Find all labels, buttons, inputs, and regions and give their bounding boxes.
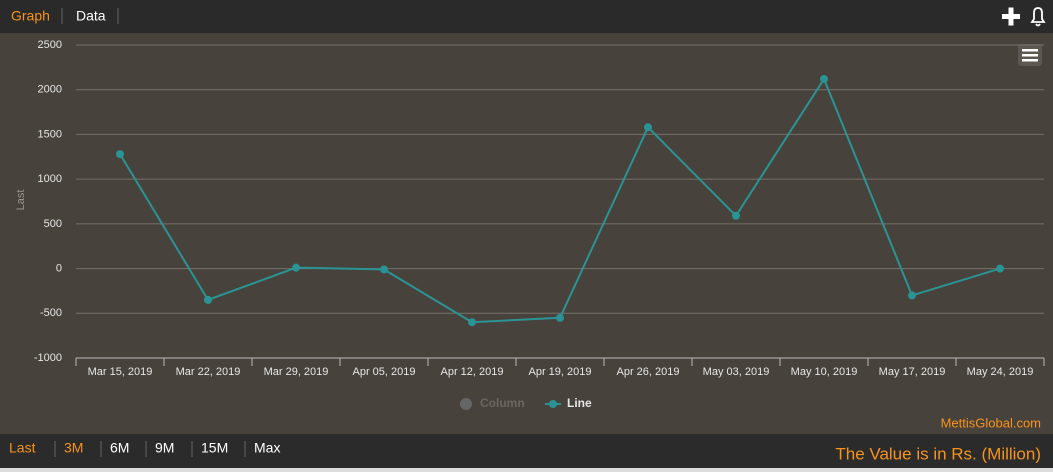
x-tick-label: Apr 19, 2019: [529, 366, 592, 378]
unit-note: The Value is in Rs. (Million): [835, 444, 1041, 463]
y-tick-label: 1500: [38, 128, 62, 140]
x-tick-label: Apr 12, 2019: [441, 366, 504, 378]
x-tick-label: May 03, 2019: [703, 366, 770, 378]
point: [556, 313, 564, 322]
x-tick-label: Apr 05, 2019: [353, 366, 416, 378]
y-tick-label: -1000: [34, 352, 62, 364]
bottom-bar: [0, 434, 1053, 468]
menu-line: [1022, 54, 1038, 57]
point: [468, 318, 476, 327]
legend-symbol[interactable]: [549, 400, 557, 408]
y-tick-label: -500: [40, 307, 62, 319]
point: [996, 264, 1004, 273]
bell-clapper: [1035, 23, 1041, 27]
menu-button[interactable]: [1018, 44, 1042, 66]
range-button[interactable]: 3M: [64, 440, 83, 456]
legend-label[interactable]: Column: [480, 396, 525, 410]
point: [908, 291, 916, 300]
y-tick-label: 500: [44, 218, 62, 230]
bottom-edge: [0, 468, 1053, 472]
bell-body: [1030, 7, 1046, 23]
y-tick-label: 2500: [38, 39, 62, 51]
x-tick-label: May 10, 2019: [791, 366, 858, 378]
range-label: Last: [9, 440, 36, 456]
legend-symbol[interactable]: [460, 398, 472, 410]
range-button[interactable]: Max: [254, 440, 280, 456]
tab[interactable]: Data: [76, 8, 106, 24]
point: [732, 211, 740, 220]
x-tick-label: Mar 22, 2019: [176, 366, 241, 378]
add-icon[interactable]: [1002, 7, 1020, 26]
chart-panel: [0, 33, 1053, 434]
point: [292, 263, 300, 272]
x-tick-label: Mar 15, 2019: [88, 366, 153, 378]
point: [116, 150, 124, 159]
point: [644, 123, 652, 132]
plus-v: [1008, 7, 1014, 26]
y-tick-label: 1000: [38, 173, 62, 185]
range-button[interactable]: 6M: [110, 440, 129, 456]
y-axis-title: Last: [15, 190, 27, 211]
y-tick-label: 0: [56, 262, 62, 274]
point: [820, 74, 828, 83]
y-tick-label: 2000: [38, 84, 62, 96]
range-button[interactable]: 9M: [155, 440, 174, 456]
x-tick-label: May 17, 2019: [879, 366, 946, 378]
credit: MettisGlobal.com: [941, 415, 1041, 430]
x-tick-label: Mar 29, 2019: [264, 366, 329, 378]
top-bar: [0, 0, 1053, 33]
point: [204, 295, 212, 304]
x-tick-label: Apr 26, 2019: [617, 366, 680, 378]
legend-label[interactable]: Line: [567, 396, 592, 410]
x-tick-label: May 24, 2019: [967, 366, 1034, 378]
point: [380, 265, 388, 274]
range-button[interactable]: 15M: [201, 440, 228, 456]
menu-line: [1022, 59, 1038, 62]
tab[interactable]: Graph: [11, 8, 50, 24]
menu-line: [1022, 49, 1038, 52]
bell-icon[interactable]: [1030, 7, 1046, 27]
